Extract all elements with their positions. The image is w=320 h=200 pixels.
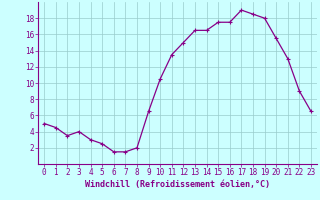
- X-axis label: Windchill (Refroidissement éolien,°C): Windchill (Refroidissement éolien,°C): [85, 180, 270, 189]
